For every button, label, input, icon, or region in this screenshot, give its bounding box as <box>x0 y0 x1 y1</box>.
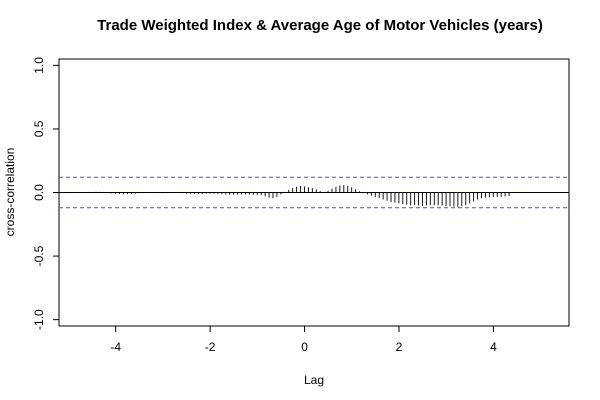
x-axis-label: Lag <box>304 373 324 387</box>
x-tick-label: -4 <box>110 340 121 354</box>
x-tick-label: 2 <box>396 340 403 354</box>
x-tick-label: 4 <box>490 340 497 354</box>
y-tick-label: 0.0 <box>32 184 46 201</box>
y-tick-label: 1.0 <box>32 57 46 74</box>
y-tick-label: -0.5 <box>32 245 46 266</box>
ccf-bars <box>67 185 510 207</box>
x-axis: -4 -2 0 2 4 <box>110 326 497 354</box>
y-tick-label: -1.0 <box>32 309 46 330</box>
y-axis: -1.0 -0.5 0.0 0.5 1.0 <box>32 57 59 330</box>
y-axis-label: cross-correlation <box>3 148 17 237</box>
x-tick-label: 0 <box>301 340 308 354</box>
x-tick-label: -2 <box>205 340 216 354</box>
chart-title: Trade Weighted Index & Average Age of Mo… <box>97 17 543 34</box>
y-tick-label: 0.5 <box>32 120 46 137</box>
